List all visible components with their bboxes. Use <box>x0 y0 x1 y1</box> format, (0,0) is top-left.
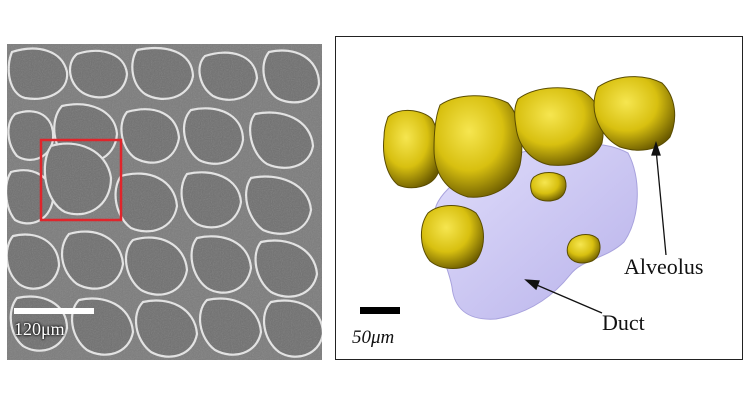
alveolus-4 <box>593 76 676 151</box>
alveolus-3 <box>514 87 604 166</box>
render-3d-svg <box>360 76 676 320</box>
duct-label: Duct <box>602 310 645 335</box>
ct-slice-texture <box>7 44 322 360</box>
noise-overlay <box>7 44 322 360</box>
scale-bar-120 <box>14 308 94 314</box>
ct-slice-image <box>7 44 322 360</box>
annotation-arrows <box>524 140 667 314</box>
alveolus-6 <box>530 172 567 202</box>
render-3d-panel <box>335 36 743 360</box>
duct-arrow-line <box>531 282 603 314</box>
scale-bar-50 <box>360 307 400 314</box>
scale-label-50: 50μm <box>352 327 395 348</box>
alveolus-7 <box>566 234 601 264</box>
duct-arrowhead <box>524 279 540 291</box>
roi-box <box>39 138 123 222</box>
alveolus-1 <box>383 110 441 189</box>
alveoli <box>383 76 676 269</box>
scale-label-120: 120μm <box>14 319 65 339</box>
alveolus-arrowhead <box>651 140 661 156</box>
alveolus-arrow-line <box>655 148 667 256</box>
alveolus-5 <box>421 205 484 269</box>
alveolus-2 <box>433 95 523 198</box>
alveolus-label: Alveolus <box>624 254 704 279</box>
